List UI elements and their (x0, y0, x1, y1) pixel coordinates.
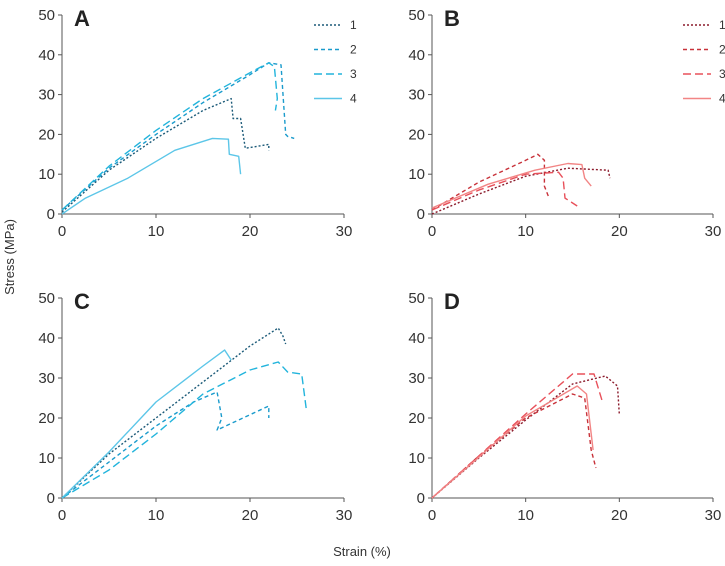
y-tick-label: 10 (408, 166, 425, 183)
y-tick-label: 10 (38, 450, 55, 467)
series-line-3 (431, 373, 604, 499)
x-tick-label: 10 (148, 223, 165, 240)
series-line-2 (431, 393, 597, 499)
y-tick-label: 30 (408, 370, 425, 387)
x-tick-label: 30 (705, 223, 722, 240)
legend-label: 3 (719, 67, 725, 81)
panel-label: D (444, 289, 460, 314)
series-line-3 (61, 361, 308, 499)
series-line-4 (431, 162, 592, 209)
y-tick-label: 0 (47, 490, 55, 507)
series-line-1 (431, 167, 611, 215)
x-tick-label: 30 (336, 223, 353, 240)
x-tick-label: 20 (242, 223, 259, 240)
panel-label: C (74, 289, 90, 314)
y-tick-label: 40 (38, 330, 55, 347)
panel-b: 0 10 20 30 40 50 0 10 20 30 B 1 2 3 4 (408, 6, 725, 240)
series-line-3 (431, 171, 578, 211)
legend-label: 2 (719, 43, 725, 57)
x-axis-title: Strain (%) (333, 544, 391, 559)
y-tick-label: 10 (38, 166, 55, 183)
legend-label: 2 (350, 43, 357, 57)
y-tick-label: 50 (408, 7, 425, 24)
panel-d: 0 10 20 30 40 50 0 10 20 30 D (408, 289, 721, 524)
y-tick-label: 20 (408, 126, 425, 143)
series-line-3 (61, 62, 278, 211)
series-line-1 (61, 327, 287, 499)
series-line-4 (61, 349, 232, 499)
panel-label: A (74, 6, 90, 31)
x-tick-label: 10 (517, 223, 534, 240)
legend-label: 4 (350, 92, 357, 106)
legend-label: 3 (350, 67, 357, 81)
series-line-2 (61, 391, 270, 499)
y-tick-label: 40 (408, 47, 425, 64)
y-tick-label: 20 (38, 410, 55, 427)
series-line-2 (431, 153, 550, 211)
y-tick-label: 20 (408, 410, 425, 427)
y-tick-label: 40 (38, 47, 55, 64)
series-line-4 (61, 137, 242, 215)
y-tick-label: 30 (408, 87, 425, 104)
legend-label: 1 (719, 18, 725, 32)
x-tick-label: 10 (517, 507, 534, 524)
x-tick-label: 20 (242, 507, 259, 524)
y-tick-label: 10 (408, 450, 425, 467)
y-tick-label: 0 (47, 206, 55, 223)
y-tick-label: 30 (38, 87, 55, 104)
x-tick-label: 30 (336, 507, 353, 524)
y-tick-label: 30 (38, 370, 55, 387)
y-axis-title: Stress (MPa) (2, 219, 17, 295)
series-line-4 (431, 385, 594, 499)
y-tick-label: 0 (417, 490, 425, 507)
y-tick-label: 50 (38, 290, 55, 307)
x-tick-label: 0 (428, 507, 436, 524)
panel-a: 0 10 20 30 40 50 0 10 20 30 A 1 2 3 4 (38, 6, 357, 240)
x-tick-label: 30 (705, 507, 722, 524)
y-tick-label: 50 (38, 7, 55, 24)
x-tick-label: 0 (58, 507, 66, 524)
x-tick-label: 0 (428, 223, 436, 240)
legend-label: 4 (719, 92, 725, 106)
y-tick-label: 40 (408, 330, 425, 347)
y-tick-label: 0 (417, 206, 425, 223)
y-tick-label: 50 (408, 290, 425, 307)
series-line-2 (61, 62, 295, 211)
x-tick-label: 0 (58, 223, 66, 240)
x-tick-label: 10 (148, 507, 165, 524)
x-tick-label: 20 (611, 223, 628, 240)
panel-label: B (444, 6, 460, 31)
panel-c: 0 10 20 30 40 50 0 10 20 30 C (38, 289, 352, 524)
legend-label: 1 (350, 18, 357, 32)
y-tick-label: 20 (38, 126, 55, 143)
x-tick-label: 20 (611, 507, 628, 524)
